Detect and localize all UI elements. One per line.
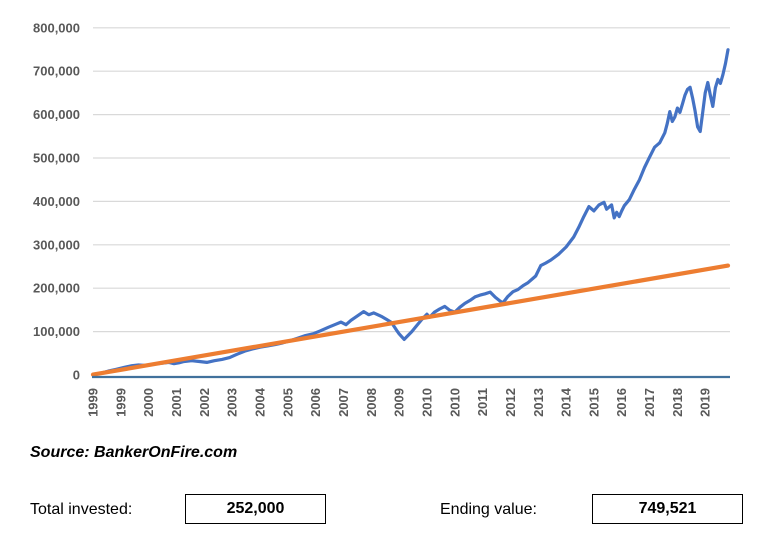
x-axis-tick-label: 2007 xyxy=(336,388,351,417)
x-axis-tick-label: 2008 xyxy=(364,388,379,417)
source-note: Source: BankerOnFire.com xyxy=(30,444,237,462)
ending-value-value: 749,521 xyxy=(638,500,697,517)
x-axis-tick-label: 1999 xyxy=(113,388,128,417)
x-axis-tick-label: 2011 xyxy=(475,388,490,416)
y-axis-tick-label: 100,000 xyxy=(33,324,80,339)
y-axis-tick-label: 0 xyxy=(73,368,80,383)
x-axis-tick-label: 2017 xyxy=(642,388,657,417)
x-axis-tick-label: 2010 xyxy=(447,388,462,417)
x-axis-tick-label: 2009 xyxy=(392,388,407,417)
investment-growth-chart: 0 100,000 200,000 300,000 400,000 500,000 600,… xyxy=(33,20,731,417)
total-invested-box: 252,000 xyxy=(185,494,326,524)
total-invested-label: Total invested: xyxy=(30,501,133,518)
x-axis-tick-label: 2016 xyxy=(614,388,629,417)
x-axis-tick-label: 2012 xyxy=(503,388,518,417)
x-axis-tick-label: 2004 xyxy=(253,387,268,417)
y-axis-tick-label: 800,000 xyxy=(33,20,80,35)
x-axis-tick-label: 2005 xyxy=(280,388,295,417)
x-axis-tick-label: 2006 xyxy=(308,388,323,417)
x-axis-tick-label: 2003 xyxy=(225,388,240,417)
y-axis-tick-label: 600,000 xyxy=(33,107,80,122)
ending-value-box: 749,521 xyxy=(592,494,743,524)
series-total-invested-line xyxy=(90,263,731,377)
y-axis-tick-label: 700,000 xyxy=(33,64,80,79)
x-axis-tick-label: 2002 xyxy=(197,388,212,417)
x-axis-tick-label: 2015 xyxy=(586,388,601,417)
x-axis-tick-label: 2000 xyxy=(141,388,156,417)
source-text: Source: BankerOnFire.com xyxy=(30,444,238,461)
x-axis-tick-label: 2018 xyxy=(670,388,685,417)
x-axis-tick-label: 2013 xyxy=(531,388,546,417)
x-axis-tick-label: 2001 xyxy=(169,388,184,417)
series-portfolio-value-line xyxy=(91,48,730,377)
y-axis-tick-label: 400,000 xyxy=(33,194,80,209)
x-axis-tick-label: 2014 xyxy=(559,387,574,417)
x-axis-tick-label: 1999 xyxy=(86,388,101,417)
total-invested-value: 252,000 xyxy=(226,500,285,517)
y-axis-tick-label: 500,000 xyxy=(33,151,80,166)
y-axis-tick-label: 200,000 xyxy=(33,281,80,296)
x-axis-tick-label: 2010 xyxy=(419,388,434,417)
ending-value-label: Ending value: xyxy=(440,501,537,518)
y-axis-tick-label: 300,000 xyxy=(33,237,80,252)
x-axis-tick-label: 2019 xyxy=(698,388,713,417)
